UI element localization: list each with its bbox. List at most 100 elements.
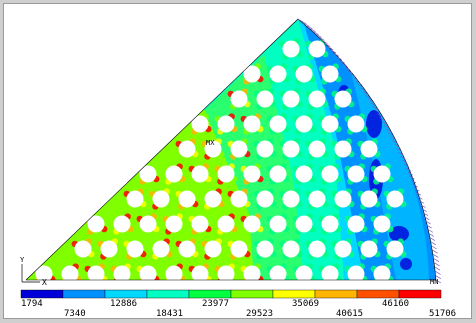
hole-40: [126, 190, 144, 208]
coordinate-triad: Y X: [20, 256, 47, 287]
hole-44: [230, 190, 248, 208]
hole-54: [217, 165, 235, 183]
hole-61: [178, 140, 196, 158]
mx-marker: MX: [206, 139, 215, 147]
legend-label-top-3: 23977: [202, 299, 230, 309]
hole-19: [178, 240, 196, 258]
hole-12: [321, 265, 339, 280]
hole-85: [282, 40, 300, 58]
triad-x-label: X: [42, 278, 47, 287]
hole-49: [360, 190, 378, 208]
arc-hatching: [297, 18, 442, 284]
hole-6: [165, 265, 183, 280]
hole-13: [347, 265, 365, 280]
hole-17: [126, 240, 144, 258]
legend-color-bar: [20, 289, 442, 299]
hole-86: [308, 40, 326, 58]
hole-62: [204, 140, 222, 158]
legend-swatch-8: [314, 289, 358, 299]
hole-23: [282, 240, 300, 258]
hole-10: [269, 265, 287, 280]
legend-label-bottom-1: 7340: [64, 309, 86, 319]
hole-74: [321, 115, 339, 133]
mn-marker: MN: [430, 278, 438, 286]
graphics-window: Y X MX MN 1794 12886 23977 35069 46160 7…: [3, 3, 472, 319]
legend-label-bottom-5: 51706: [429, 309, 457, 319]
hole-22: [256, 240, 274, 258]
hole-71: [243, 115, 261, 133]
legend-swatch-5: [188, 289, 232, 299]
legend-label-top-2: 12886: [110, 299, 138, 309]
hole-18: [152, 240, 170, 258]
hole-77: [256, 90, 274, 108]
hole-39: [373, 215, 391, 233]
hole-51: [139, 165, 157, 183]
hole-60: [373, 165, 391, 183]
hole-59: [347, 165, 365, 183]
hole-8: [217, 265, 235, 280]
triad-y-label: Y: [20, 256, 25, 264]
hole-30: [139, 215, 157, 233]
hole-66: [308, 140, 326, 158]
legend-swatch-10: [398, 289, 442, 299]
hole-2: [61, 265, 79, 280]
hole-7: [191, 265, 209, 280]
hole-52: [165, 165, 183, 183]
hole-4: [113, 265, 131, 280]
contour-plot-body: [26, 19, 436, 280]
hole-46: [282, 190, 300, 208]
hole-1: [35, 265, 53, 280]
hole-56: [269, 165, 287, 183]
holes-layer: [35, 40, 404, 280]
hole-57: [295, 165, 313, 183]
hole-37: [321, 215, 339, 233]
hole-15: [74, 240, 92, 258]
hole-41: [152, 190, 170, 208]
hole-76: [230, 90, 248, 108]
legend-label-bottom-2: 18431: [156, 309, 184, 319]
hole-43: [204, 190, 222, 208]
contour-plot: Y X MX MN: [20, 18, 442, 299]
legend-swatch-9: [356, 289, 400, 299]
hole-28: [87, 215, 105, 233]
hole-25: [334, 240, 352, 258]
legend-swatch-1: [20, 289, 64, 299]
hole-81: [243, 65, 261, 83]
hole-64: [256, 140, 274, 158]
legend-label-bottom-4: 40615: [336, 309, 364, 319]
legend-label-top-5: 46160: [382, 299, 410, 309]
legend-swatch-4: [146, 289, 190, 299]
hole-34: [243, 215, 261, 233]
hole-82: [269, 65, 287, 83]
hole-67: [334, 140, 352, 158]
hole-5: [139, 265, 157, 280]
hole-79: [308, 90, 326, 108]
hole-9: [243, 265, 261, 280]
hole-45: [256, 190, 274, 208]
hole-58: [321, 165, 339, 183]
hole-35: [269, 215, 287, 233]
hole-55: [243, 165, 261, 183]
hole-21: [230, 240, 248, 258]
hole-50: [386, 190, 404, 208]
diagonal-edge: [25, 18, 299, 281]
hole-3: [87, 265, 105, 280]
hole-33: [217, 215, 235, 233]
hole-75: [347, 115, 365, 133]
hole-36: [295, 215, 313, 233]
hole-26: [360, 240, 378, 258]
hole-38: [347, 215, 365, 233]
hole-20: [204, 240, 222, 258]
hole-69: [191, 115, 209, 133]
hole-83: [295, 65, 313, 83]
hole-78: [282, 90, 300, 108]
hole-32: [191, 215, 209, 233]
hole-14: [373, 265, 391, 280]
hole-68: [360, 140, 378, 158]
legend-swatch-6: [230, 289, 274, 299]
hole-48: [334, 190, 352, 208]
hole-27: [386, 240, 404, 258]
hole-42: [178, 190, 196, 208]
hole-29: [113, 215, 131, 233]
hole-72: [269, 115, 287, 133]
